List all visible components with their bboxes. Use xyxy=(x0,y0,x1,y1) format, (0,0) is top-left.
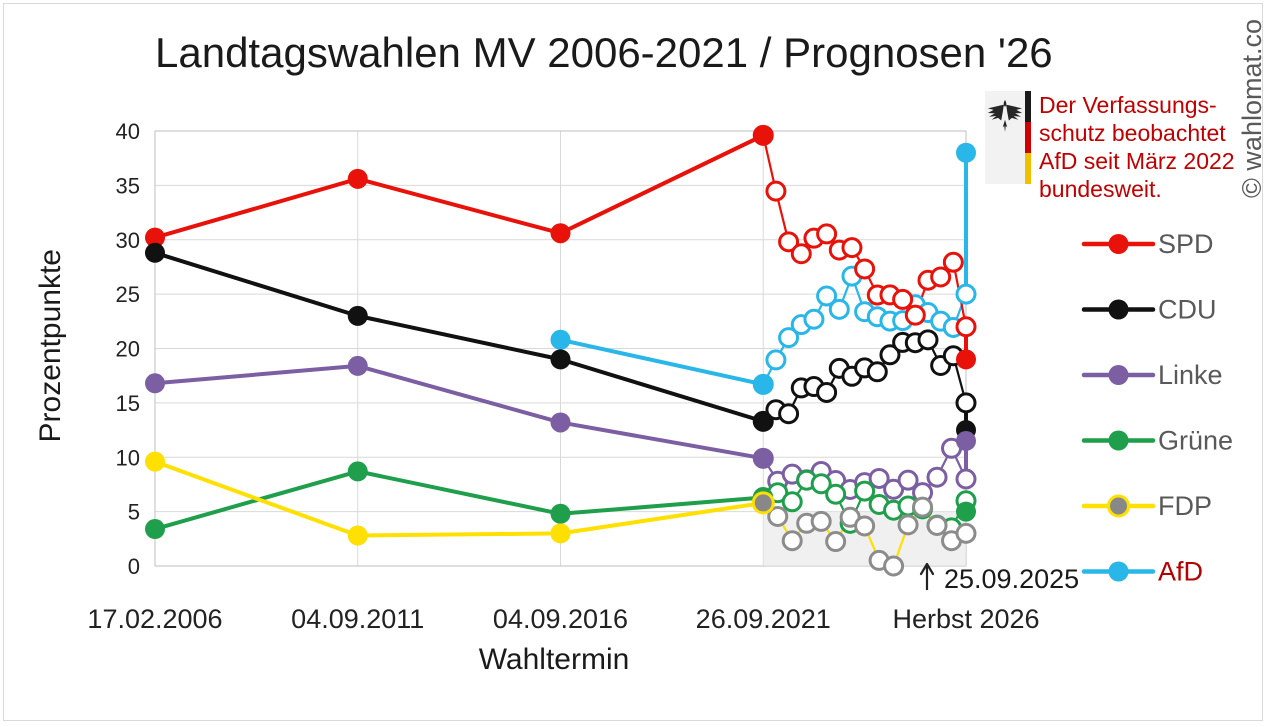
svg-text:04.09.2011: 04.09.2011 xyxy=(291,604,424,634)
svg-text:Herbst 2026: Herbst 2026 xyxy=(892,604,1039,634)
svg-text:CDU: CDU xyxy=(1158,295,1217,325)
svg-text:5: 5 xyxy=(128,500,140,525)
svg-text:10: 10 xyxy=(116,445,140,470)
svg-text:FDP: FDP xyxy=(1158,491,1212,521)
svg-text:Grüne: Grüne xyxy=(1158,426,1233,456)
svg-text:40: 40 xyxy=(116,119,140,144)
svg-text:04.09.2016: 04.09.2016 xyxy=(493,604,628,634)
svg-text:35: 35 xyxy=(116,173,140,198)
svg-text:30: 30 xyxy=(116,228,140,253)
svg-text:17.02.2006: 17.02.2006 xyxy=(87,604,222,634)
svg-text:26.09.2021: 26.09.2021 xyxy=(696,604,831,634)
svg-text:Linke: Linke xyxy=(1158,360,1223,390)
svg-text:AfD: AfD xyxy=(1158,557,1203,587)
svg-text:SPD: SPD xyxy=(1158,229,1214,259)
svg-text:25: 25 xyxy=(116,282,140,307)
svg-text:20: 20 xyxy=(116,337,140,362)
svg-text:25.09.2025: 25.09.2025 xyxy=(944,564,1079,594)
svg-text:15: 15 xyxy=(116,391,140,416)
svg-text:0: 0 xyxy=(128,554,140,579)
